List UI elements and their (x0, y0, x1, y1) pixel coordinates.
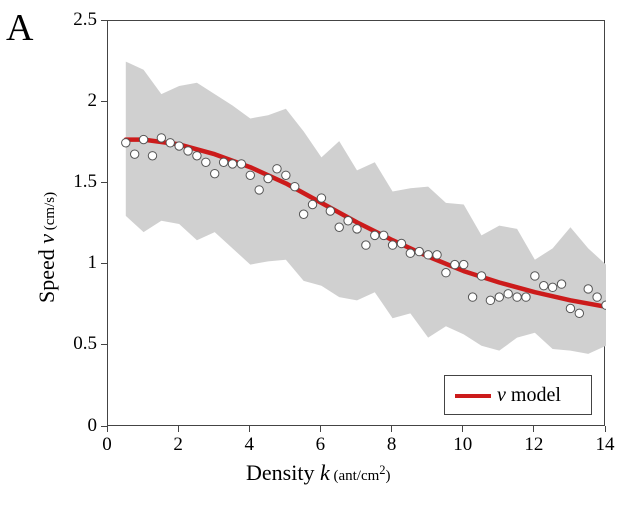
y-axis-label: Speed v (cm/s) (34, 192, 60, 303)
y-tick (101, 344, 107, 345)
x-axis-label: Density k (ant/cm2) (246, 460, 391, 486)
legend-box: v model (444, 375, 592, 415)
legend-label: v model (497, 384, 561, 407)
x-tick-label: 2 (158, 434, 198, 456)
y-tick-label: 2 (88, 90, 98, 112)
y-tick-label: 1 (88, 252, 98, 274)
x-tick-label: 8 (372, 434, 412, 456)
x-tick (391, 426, 392, 432)
y-tick (101, 182, 107, 183)
x-tick (462, 426, 463, 432)
x-tick-label: 14 (585, 434, 625, 456)
x-tick (533, 426, 534, 432)
y-tick (101, 20, 107, 21)
y-tick (101, 263, 107, 264)
x-tick-label: 6 (300, 434, 340, 456)
x-tick-label: 12 (514, 434, 554, 456)
x-tick-label: 10 (443, 434, 483, 456)
x-tick (605, 426, 606, 432)
y-tick (101, 101, 107, 102)
y-tick-label: 2.5 (73, 9, 97, 31)
x-tick-label: 0 (87, 434, 127, 456)
y-tick-label: 0.5 (73, 333, 97, 355)
chart-container: { "panel_label": "A", "panel_label_fonts… (0, 0, 630, 511)
y-tick (101, 426, 107, 427)
x-tick (320, 426, 321, 432)
x-tick (178, 426, 179, 432)
x-tick (249, 426, 250, 432)
x-tick (107, 426, 108, 432)
y-tick-label: 0 (88, 415, 98, 437)
x-tick-label: 4 (229, 434, 269, 456)
panel-label: A (6, 6, 33, 50)
y-tick-label: 1.5 (73, 171, 97, 193)
plot-svg (108, 21, 606, 427)
legend-swatch (455, 394, 491, 399)
legend-symbol: v (497, 384, 506, 406)
plot-area: v model (107, 20, 605, 426)
